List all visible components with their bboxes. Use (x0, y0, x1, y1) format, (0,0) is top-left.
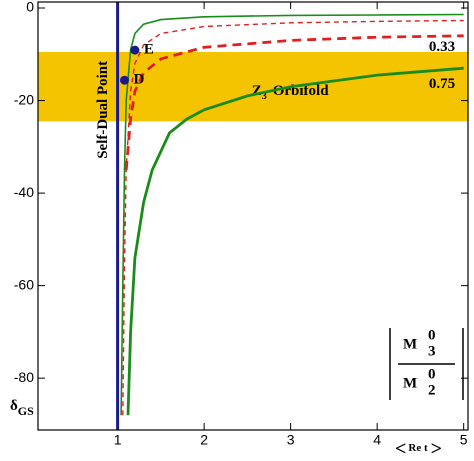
ratio-sup: 0 (428, 366, 436, 382)
y-tick-label: -60 (14, 276, 34, 292)
curve (124, 34, 464, 171)
point (120, 75, 130, 85)
curve (126, 66, 464, 416)
ratio-sup: 0 (428, 327, 436, 343)
x-label-text: Re t (408, 442, 428, 454)
ratio-sub: 2 (428, 382, 436, 398)
y-tick-label: -20 (14, 91, 34, 107)
x-label-close: > (431, 438, 442, 460)
x-tick-label: 2 (200, 432, 208, 448)
y-label-sub: GS (18, 404, 34, 418)
curve-label: 0.33 (429, 39, 455, 55)
x-tick-label: 1 (114, 432, 122, 448)
curve (120, 13, 464, 416)
band (38, 51, 468, 122)
band-label-main: Z (252, 84, 262, 100)
band-label-sub: 3 (262, 92, 267, 103)
ratio-base: M (403, 375, 417, 391)
point (130, 45, 140, 55)
x-label-open: < (395, 438, 406, 460)
ratio-sub: 3 (428, 343, 436, 359)
reference-label: Self-Dual Point (95, 61, 111, 159)
point-label: D (134, 72, 145, 88)
curve-label: 0.75 (429, 76, 455, 92)
x-tick-label: 3 (287, 432, 295, 448)
point-label: E (144, 42, 154, 58)
y-tick-label: 0 (26, 0, 34, 15)
y-tick-label: -40 (14, 184, 34, 200)
x-tick-label: 4 (373, 432, 381, 448)
y-axis-label: δGS (10, 398, 34, 417)
y-tick-label: -80 (14, 369, 34, 385)
curve (122, 19, 464, 416)
x-axis-label: < Re t > (395, 438, 442, 460)
frame (37, 1, 469, 431)
ratio-base: M (403, 336, 417, 352)
x-tick-label: 5 (460, 432, 468, 448)
y-label-main: δ (10, 398, 18, 414)
